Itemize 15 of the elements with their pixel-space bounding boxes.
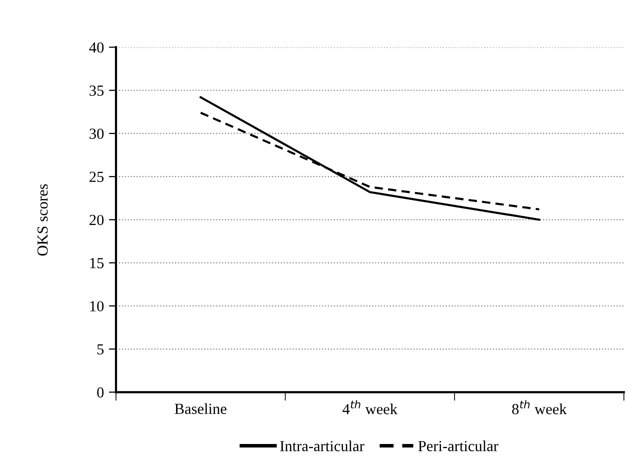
y-tick-label: 35 xyxy=(90,86,104,96)
y-tick-label: 20 xyxy=(90,214,104,226)
y-tick-label: 5 xyxy=(97,344,104,354)
y-tick-label: 0 xyxy=(97,387,104,398)
x-tick-label: 4$^{th}$ week xyxy=(342,400,398,414)
y-tick-label: 25 xyxy=(90,172,104,182)
y-axis-title: OKS scores xyxy=(37,184,48,256)
legend-label: Intra-articular xyxy=(280,440,364,452)
y-tick-label: 15 xyxy=(90,258,104,268)
legend-label: Peri-articular xyxy=(418,440,498,452)
y-tick-label: 40 xyxy=(89,42,104,53)
x-tick-label: Baseline xyxy=(174,403,226,414)
y-tick-label: 30 xyxy=(90,128,104,139)
y-tick-label: 10 xyxy=(90,301,104,312)
x-tick-label: 8$^{th}$ week xyxy=(512,400,567,414)
